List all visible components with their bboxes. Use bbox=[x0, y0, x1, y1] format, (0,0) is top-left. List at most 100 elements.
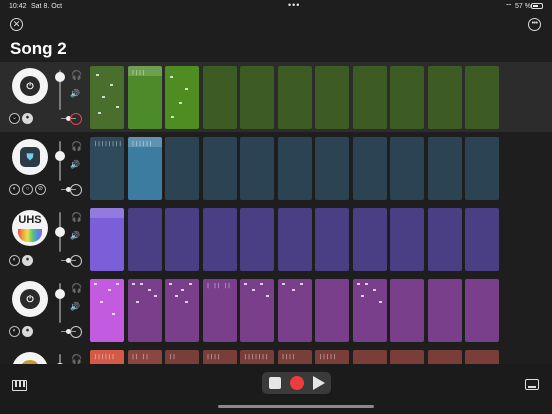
volume-slider-knob[interactable] bbox=[55, 362, 65, 364]
instrument-avatar[interactable]: ◉ bbox=[12, 352, 48, 364]
pan-slider-knob[interactable] bbox=[66, 258, 71, 263]
clip-cell[interactable] bbox=[465, 350, 499, 364]
clip-cell[interactable]: |||| bbox=[277, 350, 312, 364]
clip-cell[interactable] bbox=[277, 66, 312, 129]
clip-cell[interactable] bbox=[165, 208, 199, 271]
record-button[interactable] bbox=[290, 376, 304, 390]
clip-cell[interactable] bbox=[90, 66, 124, 129]
volume-slider-knob[interactable] bbox=[55, 289, 65, 300]
clip-cell[interactable] bbox=[165, 279, 199, 342]
volume-slider-knob[interactable] bbox=[55, 72, 65, 83]
clip-cell[interactable] bbox=[315, 279, 349, 342]
keyboard-icon[interactable] bbox=[12, 380, 27, 391]
track-option-button[interactable]: ⏺ bbox=[22, 113, 33, 124]
track-option-button[interactable]: ⌄ bbox=[9, 113, 20, 124]
clip-cell[interactable] bbox=[240, 279, 274, 342]
clip-cell[interactable] bbox=[390, 208, 424, 271]
volume-slider-knob[interactable] bbox=[55, 151, 65, 162]
clip-cell[interactable] bbox=[427, 208, 462, 271]
track-option-button[interactable]: ◐ bbox=[9, 184, 20, 195]
headphones-icon[interactable]: 🎧 bbox=[71, 354, 83, 364]
clip-cell[interactable] bbox=[390, 350, 424, 364]
speaker-icon[interactable]: 🔊 bbox=[70, 89, 80, 98]
clip-cell[interactable] bbox=[202, 208, 237, 271]
volume-slider-track[interactable] bbox=[59, 354, 61, 364]
track-option-button[interactable]: ◐ bbox=[9, 255, 20, 266]
clip-cell[interactable] bbox=[277, 208, 312, 271]
clip-cell[interactable] bbox=[352, 279, 387, 342]
more-options-button[interactable]: ••• bbox=[528, 18, 541, 31]
clip-cell[interactable] bbox=[165, 137, 199, 200]
clip-cell[interactable] bbox=[390, 66, 424, 129]
instrument-avatar[interactable]: ⏻ bbox=[12, 281, 48, 317]
clip-cell[interactable] bbox=[427, 279, 462, 342]
clip-cell[interactable] bbox=[127, 279, 162, 342]
clip-cell[interactable]: |||| bbox=[127, 66, 162, 129]
clip-cell[interactable] bbox=[315, 66, 349, 129]
clip-cell[interactable] bbox=[427, 350, 462, 364]
clip-cell[interactable] bbox=[277, 279, 312, 342]
clip-cell[interactable] bbox=[240, 137, 274, 200]
clip-cell[interactable] bbox=[202, 137, 237, 200]
clip-cell[interactable] bbox=[90, 279, 124, 342]
clip-cell[interactable] bbox=[90, 208, 124, 271]
clip-cell[interactable] bbox=[465, 66, 499, 129]
track-option-button[interactable]: ○ bbox=[22, 184, 33, 195]
instrument-avatar[interactable]: ⏻ bbox=[12, 68, 48, 104]
clip-cell[interactable] bbox=[465, 137, 499, 200]
headphones-icon[interactable]: 🎧 bbox=[71, 283, 83, 293]
close-button[interactable]: ✕ bbox=[10, 18, 23, 31]
clip-cell[interactable]: | || || bbox=[202, 279, 237, 342]
clip-cell[interactable] bbox=[240, 208, 274, 271]
record-arm-button[interactable] bbox=[70, 255, 82, 267]
clip-cell[interactable] bbox=[352, 137, 387, 200]
speaker-icon[interactable]: 🔊 bbox=[70, 302, 80, 311]
record-arm-button[interactable] bbox=[70, 184, 82, 196]
volume-slider-track[interactable] bbox=[59, 283, 61, 323]
clip-cell[interactable] bbox=[165, 66, 199, 129]
clip-cell[interactable] bbox=[390, 137, 424, 200]
instrument-avatar[interactable]: UHS bbox=[12, 210, 48, 246]
clip-cell[interactable] bbox=[315, 137, 349, 200]
speaker-icon[interactable]: 🔊 bbox=[70, 231, 80, 240]
clip-cell[interactable] bbox=[352, 208, 387, 271]
pan-slider-knob[interactable] bbox=[66, 116, 71, 121]
track-option-button[interactable]: ◐ bbox=[9, 326, 20, 337]
clip-cell[interactable] bbox=[352, 66, 387, 129]
clip-cell[interactable] bbox=[127, 208, 162, 271]
clip-cell[interactable]: ||||||| bbox=[240, 350, 274, 364]
headphones-icon[interactable]: 🎧 bbox=[71, 141, 83, 151]
panel-toggle-icon[interactable] bbox=[525, 379, 539, 390]
clip-cell[interactable] bbox=[390, 279, 424, 342]
clip-cell[interactable] bbox=[202, 66, 237, 129]
stop-button[interactable] bbox=[269, 377, 281, 389]
track-option-button[interactable]: ⊘ bbox=[35, 184, 46, 195]
clip-cell[interactable] bbox=[465, 279, 499, 342]
clip-cell[interactable] bbox=[427, 66, 462, 129]
record-arm-button[interactable] bbox=[70, 326, 82, 338]
clip-cell[interactable]: |||| bbox=[202, 350, 237, 364]
headphones-icon[interactable]: 🎧 bbox=[71, 212, 83, 222]
pan-slider-knob[interactable] bbox=[66, 329, 71, 334]
clip-cell[interactable]: || || bbox=[127, 350, 162, 364]
clip-cell[interactable] bbox=[352, 350, 387, 364]
clip-cell[interactable] bbox=[465, 208, 499, 271]
clip-cell[interactable]: ||||| bbox=[315, 350, 349, 364]
record-arm-button[interactable] bbox=[70, 113, 82, 125]
play-button[interactable] bbox=[313, 376, 325, 390]
instrument-avatar[interactable]: ⛊ bbox=[12, 139, 48, 175]
clip-cell[interactable] bbox=[427, 137, 462, 200]
clip-cell[interactable] bbox=[315, 208, 349, 271]
pan-slider-knob[interactable] bbox=[66, 187, 71, 192]
clip-cell[interactable]: || bbox=[165, 350, 199, 364]
clip-cell[interactable]: |||||| bbox=[90, 350, 124, 364]
track-option-button[interactable]: ⏺ bbox=[22, 326, 33, 337]
clip-cell[interactable] bbox=[277, 137, 312, 200]
clip-cell[interactable]: |||||||| bbox=[90, 137, 124, 200]
clip-cell[interactable] bbox=[240, 66, 274, 129]
speaker-icon[interactable]: 🔊 bbox=[70, 160, 80, 169]
clip-cell[interactable]: |||||| bbox=[127, 137, 162, 200]
track-option-button[interactable]: ⏺ bbox=[22, 255, 33, 266]
multitask-dots[interactable]: ••• bbox=[288, 0, 301, 10]
volume-slider-knob[interactable] bbox=[55, 227, 65, 237]
